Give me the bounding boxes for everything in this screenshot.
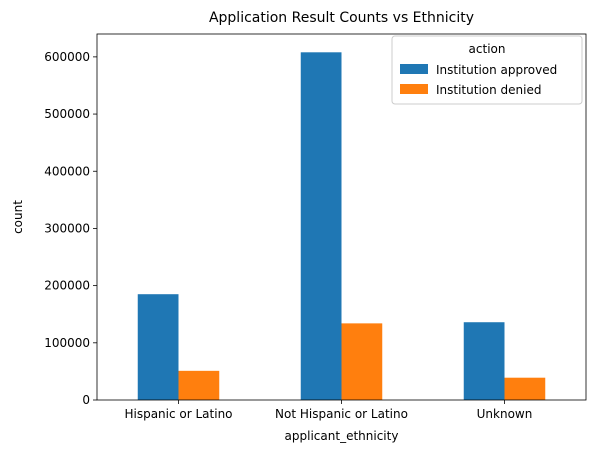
legend-label-0: Institution approved (436, 63, 557, 77)
x-tick-label: Hispanic or Latino (124, 407, 232, 421)
y-tick-label: 0 (82, 393, 90, 407)
y-axis-label: count (11, 200, 25, 234)
legend: action Institution approved Institution d… (391, 35, 583, 105)
bar-approved-1 (300, 52, 342, 401)
bar-denied-1 (341, 323, 383, 400)
y-axis: 0 100000 200000 300000 400000 500000 600000 (44, 50, 97, 407)
legend-label-1: Institution denied (436, 83, 542, 97)
x-axis-label: applicant_ethnicity (285, 429, 399, 443)
y-tick-label: 100000 (44, 336, 90, 350)
legend-swatch-1 (400, 84, 428, 94)
x-tick-label: Not Hispanic or Latino (275, 407, 408, 421)
bars (137, 52, 546, 401)
y-tick-label: 600000 (44, 50, 90, 64)
x-tick-label: Unknown (477, 407, 533, 421)
bar-approved-0 (137, 294, 179, 400)
y-tick-label: 300000 (44, 221, 90, 235)
bar-approved-2 (463, 322, 505, 400)
y-tick-label: 500000 (44, 107, 90, 121)
legend-box (391, 35, 583, 105)
x-axis: Hispanic or Latino Not Hispanic or Latino… (124, 400, 532, 421)
y-tick-label: 200000 (44, 279, 90, 293)
bar-denied-0 (178, 370, 220, 400)
legend-swatch-0 (400, 64, 428, 74)
legend-title: action (469, 42, 506, 56)
y-tick-label: 400000 (44, 164, 90, 178)
bar-denied-2 (504, 377, 546, 400)
chart-title: Application Result Counts vs Ethnicity (209, 10, 474, 26)
